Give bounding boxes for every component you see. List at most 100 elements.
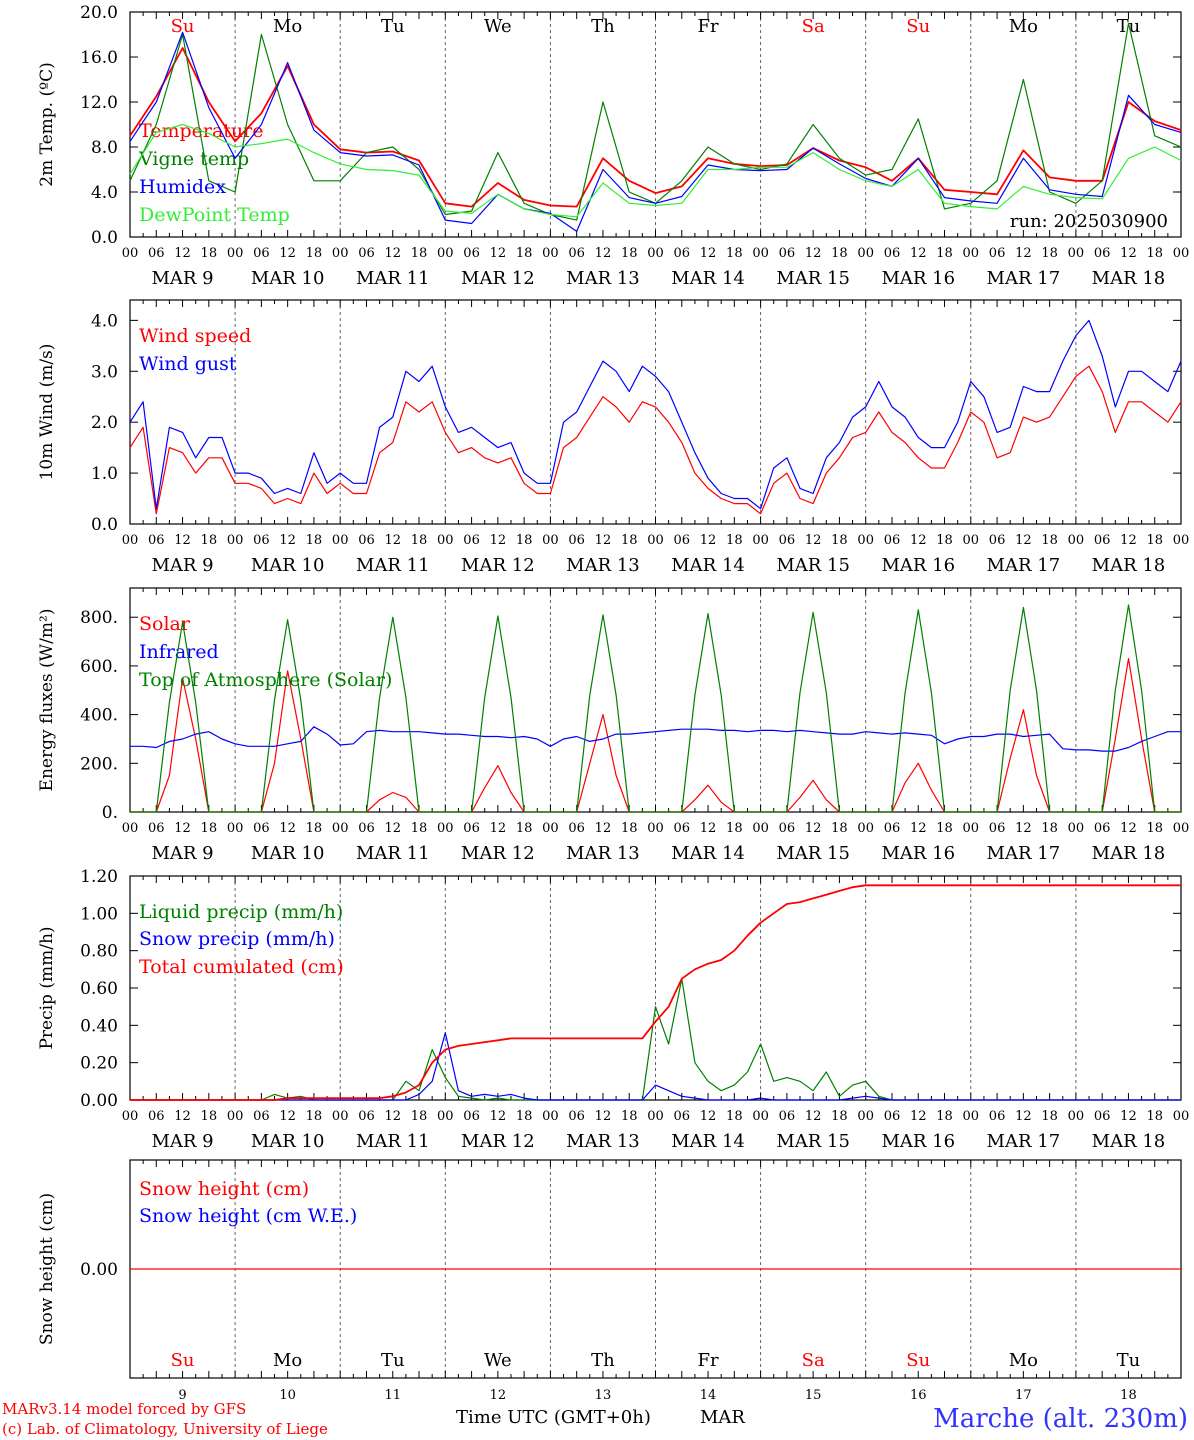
day-number-label: 14: [700, 1388, 717, 1403]
x-date-label: MAR 14: [671, 843, 745, 864]
y-tick-label: 0.00: [80, 1260, 118, 1280]
station-name: Marche (alt. 230m): [933, 1404, 1188, 1434]
x-hour-label: 00: [752, 821, 769, 836]
y-tick-label: 600.: [80, 657, 118, 677]
plot-frame: [129, 299, 1182, 525]
weekday-label: Su: [171, 16, 195, 37]
x-hour-label: 00: [963, 246, 980, 261]
x-date-label: MAR 17: [987, 268, 1061, 289]
day-number-label: 17: [1015, 1388, 1032, 1403]
x-hour-label: 12: [805, 1109, 822, 1124]
x-hour-label: 12: [490, 821, 507, 836]
day-number-label: 10: [279, 1388, 296, 1403]
x-hour-label: 00: [542, 246, 559, 261]
x-hour-label: 18: [1041, 533, 1058, 548]
x-hour-label: 12: [910, 246, 927, 261]
weekday-label: Th: [591, 1350, 615, 1371]
weekday-label: Su: [906, 1350, 930, 1371]
x-hour-label: 18: [411, 533, 428, 548]
x-hour-label: 00: [122, 246, 139, 261]
x-hour-label: 00: [857, 821, 874, 836]
x-hour-label: 18: [1146, 533, 1163, 548]
legend-entry: Top of Atmosphere (Solar): [139, 669, 392, 691]
x-hour-label: 12: [279, 533, 296, 548]
x-hour-label: 00: [332, 1109, 349, 1124]
x-hour-label: 06: [884, 533, 901, 548]
series-line-temperature: [129, 47, 1182, 208]
x-date-label: MAR 18: [1092, 555, 1166, 576]
x-hour-label: 18: [936, 246, 953, 261]
x-date-label: MAR 13: [566, 1131, 640, 1152]
x-date-label: MAR 10: [251, 843, 325, 864]
x-hour-label: 18: [936, 821, 953, 836]
x-hour-label: 00: [227, 246, 244, 261]
x-hour-label: 18: [411, 1109, 428, 1124]
credit-lab: (c) Lab. of Climatology, University of L…: [2, 1420, 328, 1438]
y-tick-label: 0.20: [80, 1054, 118, 1074]
x-hour-label: 06: [779, 821, 796, 836]
y-tick-label: 0.: [102, 803, 118, 823]
legend-entry: Solar: [139, 613, 191, 635]
x-hour-label: 18: [621, 821, 638, 836]
x-hour-label: 00: [332, 246, 349, 261]
weekday-label: We: [484, 16, 512, 37]
day-number-label: 18: [1120, 1388, 1137, 1403]
x-hour-label: 06: [358, 246, 375, 261]
x-hour-label: 00: [122, 1109, 139, 1124]
x-date-label: MAR 18: [1092, 1131, 1166, 1152]
x-hour-label: 12: [490, 1109, 507, 1124]
x-date-label: MAR 13: [566, 268, 640, 289]
x-hour-label: 00: [1068, 246, 1085, 261]
day-number-label: 13: [595, 1388, 612, 1403]
x-date-label: MAR 11: [356, 1131, 430, 1152]
day-number-label: 16: [910, 1388, 927, 1403]
x-hour-label: 18: [201, 821, 218, 836]
x-hour-label: 18: [936, 1109, 953, 1124]
x-hour-label: 06: [568, 1109, 585, 1124]
x-date-label: MAR 14: [671, 555, 745, 576]
x-hour-label: 00: [857, 533, 874, 548]
legend-entry: Snow height (cm W.E.): [139, 1205, 357, 1227]
x-date-label: MAR 13: [566, 555, 640, 576]
x-hour-label: 06: [463, 246, 480, 261]
x-hour-label: 18: [1041, 1109, 1058, 1124]
weekday-label: Th: [591, 16, 615, 37]
y-tick-label: 0.60: [80, 979, 118, 999]
x-hour-label: 00: [542, 1109, 559, 1124]
y-axis-label: 10m Wind (m/s): [37, 344, 57, 481]
x-hour-label: 00: [437, 533, 454, 548]
series-line-total-cumulated-cm-: [130, 884, 1181, 1101]
x-hour-label: 18: [306, 821, 323, 836]
x-hour-label: 18: [1146, 1109, 1163, 1124]
x-hour-label: 18: [726, 821, 743, 836]
x-hour-label: 06: [253, 1109, 270, 1124]
y-axis-label: Energy fluxes (W/m²): [37, 609, 57, 792]
xaxis-title: Time UTC (GMT+0h): [456, 1407, 651, 1428]
x-hour-label: 00: [1173, 1109, 1190, 1124]
x-hour-label: 06: [779, 246, 796, 261]
x-hour-label: 06: [148, 533, 165, 548]
x-hour-label: 18: [621, 533, 638, 548]
x-hour-label: 00: [227, 1109, 244, 1124]
y-tick-label: 800.: [80, 608, 118, 628]
y-axis-label: 2m Temp. (ºC): [37, 62, 57, 187]
x-hour-label: 06: [989, 246, 1006, 261]
y-tick-label: 0.00: [80, 1091, 118, 1111]
x-hour-label: 18: [306, 246, 323, 261]
legend-entry: Wind gust: [139, 353, 237, 375]
x-hour-label: 12: [700, 821, 717, 836]
x-hour-label: 06: [568, 246, 585, 261]
x-hour-label: 06: [674, 533, 691, 548]
x-hour-label: 00: [647, 821, 664, 836]
x-date-label: MAR 12: [461, 268, 535, 289]
x-hour-label: 00: [752, 533, 769, 548]
x-hour-label: 18: [201, 246, 218, 261]
x-hour-label: 00: [437, 246, 454, 261]
x-hour-label: 12: [595, 246, 612, 261]
x-date-label: MAR 17: [987, 555, 1061, 576]
panel-1: 0.0 4.0 8.0 12.0 16.0 20.0 2m Temp. (ºC) 00 06 12…: [37, 3, 1189, 289]
x-hour-label: 18: [831, 1109, 848, 1124]
x-hour-label: 18: [831, 821, 848, 836]
x-hour-label: 12: [910, 533, 927, 548]
x-hour-label: 18: [306, 533, 323, 548]
